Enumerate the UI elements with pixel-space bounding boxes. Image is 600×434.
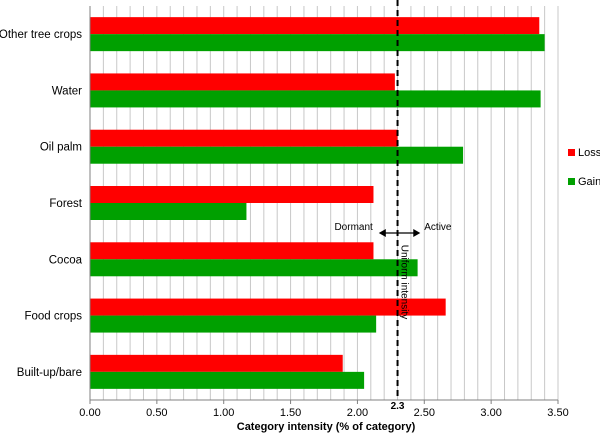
category-label: Built-up/bare (17, 367, 82, 379)
category-label: Oil palm (40, 142, 82, 154)
legend-swatch-gain (568, 178, 575, 185)
bar-loss (90, 242, 374, 260)
bars (90, 17, 545, 389)
dormant-label: Dormant (334, 222, 373, 233)
x-tick-label: 0.00 (79, 407, 100, 419)
x-tick-label: 1.00 (213, 407, 234, 419)
arrowhead-left (378, 229, 386, 237)
bar-gain (90, 259, 418, 277)
x-tick-label: 1.50 (280, 407, 301, 419)
legend-label-gain: Gain (578, 176, 600, 188)
axes: Other tree crops Water Oil palm Forest Cocoa… (0, 6, 569, 433)
bar-loss (90, 298, 446, 316)
bar-gain (90, 146, 464, 164)
category-label: Forest (49, 198, 82, 210)
category-label: Cocoa (49, 254, 83, 266)
legend-label-loss: Loss (578, 147, 600, 159)
bar-loss (90, 186, 374, 203)
reference-line-group: 2.3 Uniform intensity Dormant Active (334, 0, 452, 412)
x-tick-label: 2.50 (414, 407, 435, 419)
bar-gain (90, 315, 377, 333)
bar-loss (90, 129, 398, 147)
x-tick-label: 3.50 (547, 407, 568, 419)
bar-loss (90, 73, 395, 91)
reference-line-label: Uniform intensity (399, 245, 410, 319)
category-label: Other tree crops (0, 29, 82, 41)
category-label: Water (52, 85, 82, 97)
legend: Loss Gain (568, 147, 600, 188)
x-tick-label: 0.50 (146, 407, 167, 419)
legend-swatch-loss (568, 149, 575, 156)
reference-value-label: 2.3 (391, 401, 405, 412)
arrowhead-right (413, 229, 421, 237)
category-label: Food crops (24, 311, 82, 323)
active-label: Active (424, 222, 452, 233)
bar-gain (90, 371, 365, 389)
x-axis-title: Category intensity (% of category) (237, 421, 416, 433)
bar-loss (90, 17, 540, 35)
bar-gain (90, 203, 247, 220)
x-tick-label: 3.00 (480, 407, 501, 419)
x-tick-label: 2.00 (347, 407, 368, 419)
bar-gain (90, 34, 545, 52)
bar-gain (90, 90, 541, 108)
bar-loss (90, 354, 343, 372)
